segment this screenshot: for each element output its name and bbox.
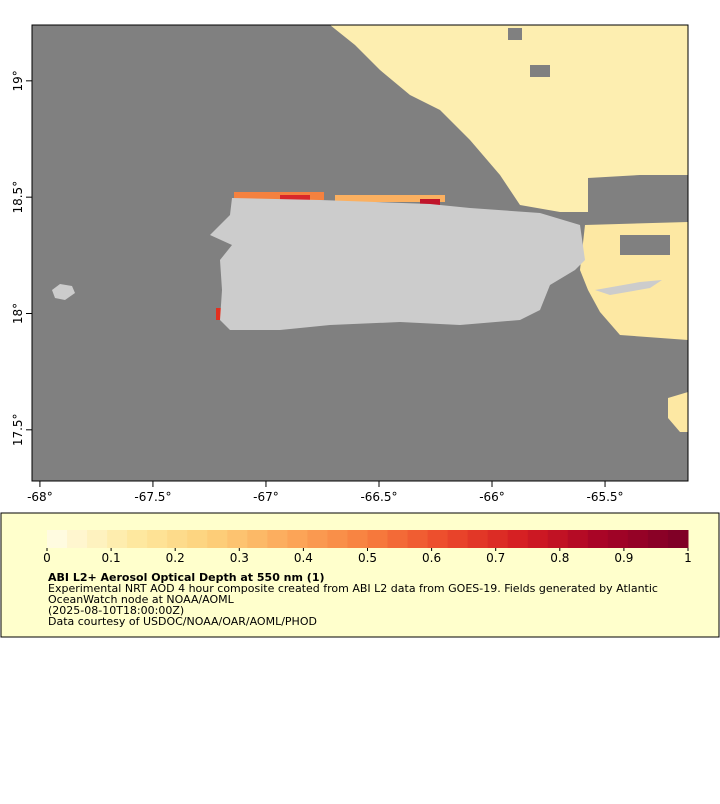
colorbar-step xyxy=(247,530,268,548)
land-puerto-rico xyxy=(210,198,585,330)
colorbar-step xyxy=(627,530,649,548)
colorbar-step xyxy=(447,530,469,548)
colorbar-step xyxy=(347,530,368,548)
aod-field xyxy=(330,25,688,212)
colorbar-step xyxy=(167,530,188,548)
colorbar-step xyxy=(527,530,549,548)
x-tick-label: -67° xyxy=(253,490,279,504)
colorbar-tick-label: 0.3 xyxy=(230,551,249,565)
map-frame xyxy=(31,24,689,482)
colorbar-step xyxy=(407,530,429,548)
colorbar-tick-label: 0.6 xyxy=(422,551,441,565)
colorbar-step xyxy=(307,530,328,548)
colorbar-step xyxy=(47,530,68,548)
x-tick-label: -67.5° xyxy=(134,490,171,504)
colorbar-step xyxy=(487,530,509,548)
legend-line: Experimental NRT AOD 4 hour composite cr… xyxy=(48,582,658,595)
colorbar-step xyxy=(267,530,288,548)
x-tick-label: -66° xyxy=(479,490,505,504)
colorbar-step xyxy=(647,530,669,548)
map xyxy=(31,24,689,482)
colorbar-tick-label: 0.2 xyxy=(166,551,185,565)
colorbar-step xyxy=(187,530,208,548)
colorbar-step xyxy=(547,530,569,548)
x-tick-label: -68° xyxy=(27,490,53,504)
legend-line: (2025-08-10T18:00:00Z) xyxy=(48,604,184,617)
y-tick-label: 18.5° xyxy=(11,181,25,214)
y-tick-label: 18° xyxy=(11,303,25,324)
colorbar-step xyxy=(67,530,88,548)
colorbar-tick-label: 0.1 xyxy=(102,551,121,565)
colorbar-tick-label: 0.8 xyxy=(550,551,569,565)
land-mona xyxy=(52,284,75,300)
colorbar-step xyxy=(127,530,148,548)
aod-coast xyxy=(280,195,310,201)
colorbar-step xyxy=(367,530,389,548)
colorbar-step xyxy=(87,530,108,548)
colorbar-step xyxy=(287,530,308,548)
no-data-patch xyxy=(620,235,670,255)
colorbar-tick-label: 1 xyxy=(684,551,692,565)
no-data-patch xyxy=(508,28,522,40)
colorbar-step xyxy=(507,530,529,548)
y-tick-label: 19° xyxy=(11,70,25,91)
colorbar-step xyxy=(327,530,348,548)
aod-field xyxy=(668,392,688,432)
colorbar-step xyxy=(387,530,409,548)
colorbar-tick-label: 0.7 xyxy=(486,551,505,565)
colorbar-step xyxy=(207,530,228,548)
colorbar-step xyxy=(587,530,609,548)
x-tick-label: -66.5° xyxy=(360,490,397,504)
x-tick-label: -65.5° xyxy=(587,490,624,504)
aod-coast xyxy=(234,192,324,200)
y-tick-label: 17.5° xyxy=(11,413,25,446)
colorbar-tick-label: 0.9 xyxy=(614,551,633,565)
legend-title: ABI L2+ Aerosol Optical Depth at 550 nm … xyxy=(48,571,325,584)
land-vieques xyxy=(595,280,662,295)
colorbar-step xyxy=(427,530,449,548)
colorbar-step xyxy=(607,530,629,548)
colorbar-tick-label: 0.4 xyxy=(294,551,313,565)
colorbar-step xyxy=(567,530,589,548)
legend-line: Data courtesy of USDOC/NOAA/OAR/AOML/PHO… xyxy=(48,615,317,628)
legend-line: OceanWatch node at NOAA/AOML xyxy=(48,593,235,606)
colorbar-step xyxy=(467,530,489,548)
aod-coast xyxy=(420,199,440,206)
colorbar-step xyxy=(667,530,689,548)
aod-coast xyxy=(335,195,445,202)
colorbar-step xyxy=(107,530,128,548)
colorbar-tick-label: 0 xyxy=(43,551,51,565)
colorbar-step xyxy=(227,530,248,548)
colorbar-tick-label: 0.5 xyxy=(358,551,377,565)
no-data-patch xyxy=(530,65,550,77)
colorbar-step xyxy=(147,530,168,548)
